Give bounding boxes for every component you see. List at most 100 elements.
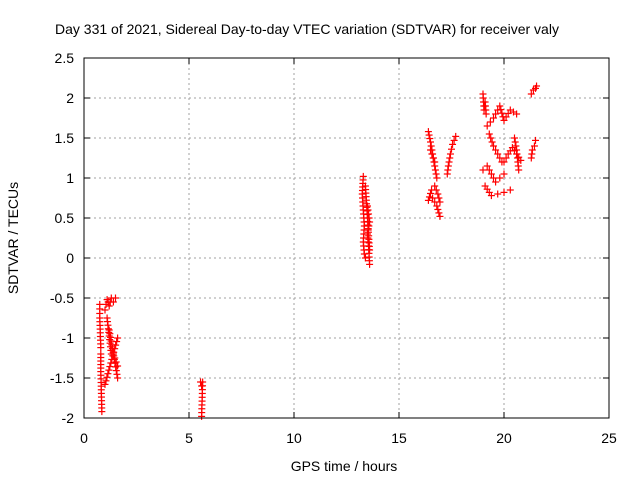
data-point: [101, 306, 109, 314]
data-points: [96, 82, 541, 420]
data-point: [101, 380, 109, 388]
data-point: [452, 132, 460, 140]
data-point: [500, 188, 508, 196]
data-point: [114, 362, 122, 370]
data-point: [114, 374, 122, 382]
data-point: [490, 114, 497, 122]
data-point: [366, 260, 374, 268]
data-point: [446, 150, 454, 158]
x-tick-label: 25: [601, 430, 617, 446]
data-point: [488, 138, 496, 146]
data-point: [105, 302, 113, 310]
data-point: [487, 134, 495, 142]
data-point: [424, 196, 432, 204]
y-tick-label: -1.5: [50, 370, 74, 386]
data-point: [431, 158, 439, 166]
y-axis-label: SDTVAR / TECUs: [5, 182, 21, 294]
data-point: [446, 154, 454, 162]
chart-title: Day 331 of 2021, Sidereal Day-to-day VTE…: [55, 21, 559, 37]
data-point: [500, 170, 508, 178]
data-point: [435, 194, 443, 202]
data-point: [431, 198, 439, 206]
data-point: [112, 367, 120, 375]
data-point: [431, 166, 439, 174]
data-point: [112, 358, 120, 366]
x-tick-label: 0: [80, 430, 88, 446]
data-point: [527, 90, 535, 98]
y-tick-label: 1.5: [55, 130, 75, 146]
data-point: [432, 186, 440, 194]
data-point: [450, 136, 458, 144]
x-tick-label: 10: [286, 430, 302, 446]
data-point: [425, 193, 433, 201]
data-point: [433, 174, 441, 182]
data-point: [482, 110, 490, 118]
data-point: [427, 146, 434, 154]
y-tick-label: 0: [66, 250, 74, 266]
data-point: [434, 205, 442, 213]
data-point: [198, 412, 206, 420]
data-point: [485, 130, 493, 138]
data-point: [427, 142, 435, 150]
x-tick-label: 15: [391, 430, 407, 446]
data-point: [500, 158, 508, 166]
axis-ticks: [83, 57, 610, 419]
data-point: [532, 136, 539, 144]
data-point: [109, 298, 117, 306]
data-point: [483, 122, 491, 130]
data-point: [429, 194, 437, 202]
plot-frame: [83, 57, 610, 419]
data-point: [444, 162, 452, 170]
data-point: [97, 344, 105, 352]
y-tick-label: 0.5: [55, 210, 75, 226]
data-point: [490, 174, 497, 182]
data-point: [425, 131, 433, 139]
data-point: [102, 377, 110, 385]
data-point: [513, 110, 521, 118]
data-point: [427, 138, 434, 146]
data-point: [109, 350, 117, 358]
data-point: [105, 326, 113, 334]
data-point: [494, 190, 502, 198]
data-point: [431, 182, 439, 190]
data-point: [436, 212, 444, 220]
data-point: [98, 408, 106, 416]
data-point: [366, 218, 374, 226]
data-point: [427, 189, 434, 197]
data-point: [530, 142, 538, 150]
data-point: [448, 145, 455, 153]
data-point: [432, 170, 440, 178]
data-point: [485, 166, 493, 174]
data-point: [426, 135, 434, 143]
data-point: [434, 190, 442, 198]
y-tick-label: -2: [62, 410, 75, 426]
data-point: [105, 366, 113, 374]
data-point: [496, 102, 504, 110]
data-point: [433, 202, 441, 210]
data-point: [483, 162, 491, 170]
x-tick-label: 20: [496, 430, 512, 446]
data-point: [104, 370, 112, 378]
data-point: [114, 334, 122, 342]
data-point: [364, 226, 372, 234]
data-point: [490, 142, 497, 150]
data-point: [479, 166, 487, 174]
y-tick-label: -0.5: [50, 290, 74, 306]
data-point: [428, 150, 436, 158]
y-tick-label: 2: [66, 90, 74, 106]
data-point: [106, 333, 114, 341]
data-point: [360, 250, 368, 258]
data-point: [361, 254, 369, 262]
data-point: [107, 337, 115, 345]
data-point: [492, 146, 500, 154]
data-point: [498, 109, 506, 117]
data-point: [449, 140, 457, 148]
data-point: [111, 354, 119, 362]
data-point: [106, 330, 114, 338]
y-tick-label: 2.5: [55, 50, 75, 66]
data-point: [112, 294, 119, 302]
data-point: [533, 82, 541, 90]
y-tick-label: -1: [62, 330, 75, 346]
data-point: [528, 146, 536, 154]
data-point: [492, 110, 500, 118]
